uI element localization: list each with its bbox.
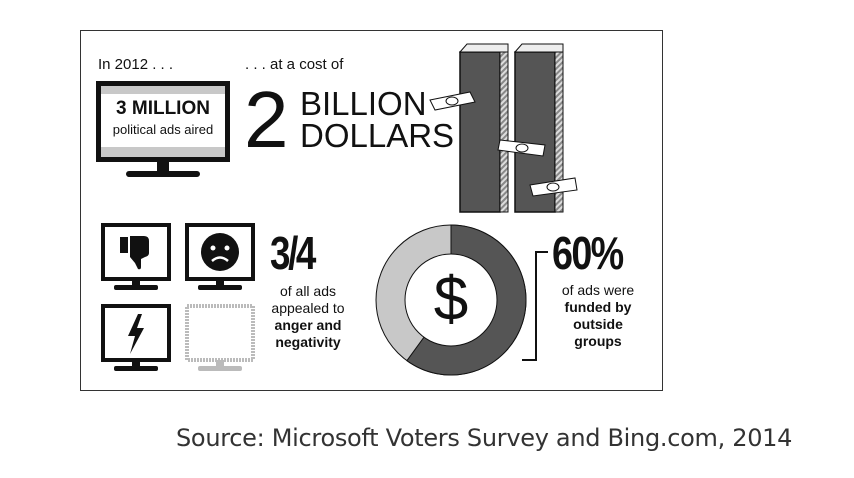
thumbs-down-icon: [101, 223, 171, 290]
fraction-caption-1: of all ads: [279, 283, 337, 299]
bracket-line: [522, 251, 548, 361]
percent-bold-1: funded by: [564, 299, 632, 315]
ads-count: 3 MILLION: [116, 98, 210, 119]
percent-caption: of ads were: [561, 282, 635, 298]
dollar-bill-icon: [529, 177, 578, 197]
intro-text: In 2012 . . .: [98, 56, 174, 73]
fraction: 3/4: [270, 227, 316, 279]
donut-chart: $: [375, 224, 527, 376]
money-tower-icon: [429, 43, 578, 213]
source-caption: Source: Microsoft Voters Survey and Bing…: [176, 424, 793, 452]
cost-line1: BILLION: [300, 85, 427, 122]
cost-number: 2: [244, 75, 288, 164]
cost-line2: DOLLARS: [300, 117, 455, 154]
infographic-frame: [80, 30, 663, 391]
dollar-icon: $: [434, 265, 468, 334]
ads-caption: political ads aired: [112, 122, 214, 137]
angry-face-icon: [185, 223, 255, 290]
percent-bold-2: outside: [573, 316, 623, 332]
tv-monitor-icon: 3 MILLION political ads aired: [96, 81, 230, 162]
lightning-icon: [101, 304, 171, 371]
monitor-grid: [101, 223, 255, 371]
percent-bold-3: groups: [574, 333, 622, 349]
monitor-base: [126, 171, 200, 177]
dollar-bill-icon: [429, 91, 476, 111]
cost-intro-text: . . . at a cost of: [245, 56, 344, 73]
monitor-stand: [157, 162, 169, 172]
dollar-bill-icon: [497, 139, 546, 157]
empty-monitor-icon: [185, 304, 255, 371]
fraction-bold-2: negativity: [275, 334, 341, 350]
fraction-caption-2: appealed to: [271, 300, 345, 316]
percent: 60%: [552, 227, 624, 279]
fraction-bold-1: anger and: [274, 317, 342, 333]
